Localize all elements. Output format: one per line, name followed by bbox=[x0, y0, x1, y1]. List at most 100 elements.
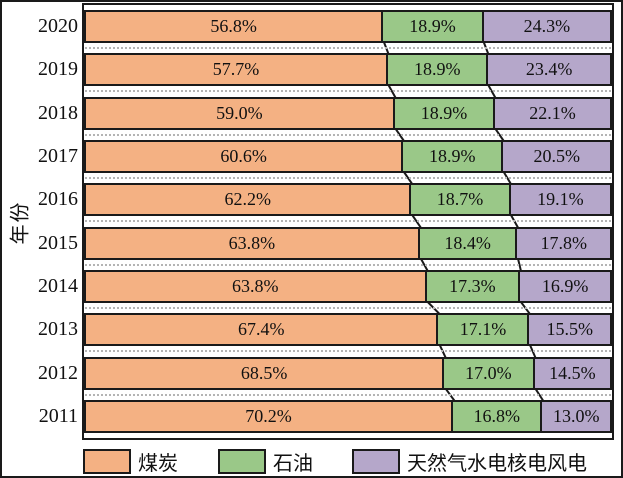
y-tick-label-2013: 2013 bbox=[38, 318, 78, 341]
segment-value-label: 18.9% bbox=[413, 59, 461, 80]
bar-segment-2011-1: 70.2% bbox=[86, 402, 454, 431]
bar-row-2011: 70.2% 16.8% 13.0% bbox=[84, 400, 612, 433]
bar-row-2013: 67.4% 17.1% 15.5% bbox=[84, 313, 612, 347]
segment-value-label: 17.1% bbox=[459, 319, 507, 340]
bar-segment-2013-3: 15.5% bbox=[529, 315, 610, 345]
bar-segment-2019-2: 18.9% bbox=[388, 55, 489, 85]
segment-value-label: 23.4% bbox=[525, 59, 573, 80]
bar-segment-2017-2: 18.9% bbox=[403, 142, 504, 171]
legend-label-coal: 煤炭 bbox=[138, 452, 178, 475]
bar-row-2020: 56.8% 18.9% 24.3% bbox=[84, 10, 612, 43]
segment-value-label: 22.1% bbox=[529, 102, 576, 123]
y-tick-label-2016: 2016 bbox=[38, 188, 78, 211]
segment-value-label: 18.9% bbox=[409, 16, 456, 36]
bar-segment-2018-1: 59.0% bbox=[86, 98, 395, 128]
bar-segment-2015-2: 18.4% bbox=[419, 228, 518, 258]
segment-value-label: 14.5% bbox=[549, 362, 596, 383]
bar-segment-2016-1: 62.2% bbox=[86, 185, 412, 215]
row-separator-dotted-line bbox=[85, 177, 611, 179]
bar-segment-2013-1: 67.4% bbox=[86, 315, 439, 345]
segment-value-label: 17.3% bbox=[449, 276, 496, 296]
bar-segment-2012-3: 14.5% bbox=[534, 358, 611, 388]
bar-segment-2013-2: 17.1% bbox=[438, 315, 530, 345]
bar-segment-2014-1: 63.8% bbox=[86, 272, 427, 301]
bar-segment-2019-1: 57.7% bbox=[86, 55, 389, 85]
segment-value-label: 62.2% bbox=[224, 189, 271, 210]
segment-value-label: 19.1% bbox=[537, 189, 584, 210]
segment-value-label: 60.6% bbox=[220, 146, 267, 166]
bar-row-2016: 62.2% 18.7% 19.1% bbox=[84, 183, 612, 217]
segment-value-label: 70.2% bbox=[245, 406, 292, 426]
bar-row-2017: 60.6% 18.9% 20.5% bbox=[84, 140, 612, 173]
segment-value-label: 17.8% bbox=[540, 232, 587, 253]
bar-segment-2019-3: 23.4% bbox=[488, 55, 611, 85]
legend-swatch-coal bbox=[83, 448, 131, 474]
y-tick-label-2012: 2012 bbox=[38, 361, 78, 384]
bar-row-2019: 57.7% 18.9% 23.4% bbox=[84, 53, 612, 87]
row-separator-dotted-line bbox=[85, 307, 611, 309]
row-separator-dotted-line bbox=[85, 133, 611, 136]
legend-item-oil: 石油 bbox=[218, 446, 313, 476]
segment-value-label: 18.9% bbox=[420, 102, 468, 123]
bar-segment-2015-1: 63.8% bbox=[86, 228, 420, 258]
legend-label-gas-hydro-nuclear-wind: 天然气水电核电风电 bbox=[407, 452, 587, 475]
legend-swatch-oil bbox=[218, 448, 266, 474]
bar-segment-2018-2: 18.9% bbox=[394, 98, 496, 128]
row-separator-dotted-line bbox=[85, 263, 611, 266]
bar-segment-2014-2: 17.3% bbox=[426, 272, 521, 301]
y-tick-label-2019: 2019 bbox=[38, 58, 78, 81]
legend-swatch-gas-hydro-nuclear-wind bbox=[352, 448, 400, 474]
row-separator-dotted-line bbox=[85, 350, 611, 353]
bar-segment-2012-2: 17.0% bbox=[444, 358, 535, 388]
segment-value-label: 18.7% bbox=[436, 189, 484, 210]
bar-segment-2016-3: 19.1% bbox=[510, 185, 610, 215]
segment-value-label: 68.5% bbox=[240, 362, 288, 383]
segment-value-label: 20.5% bbox=[533, 146, 580, 166]
bar-segment-2016-2: 18.7% bbox=[411, 185, 511, 215]
bar-segment-2015-3: 17.8% bbox=[517, 228, 611, 258]
legend: 煤炭 石油 天然气水电核电风电 bbox=[2, 446, 621, 476]
segment-value-label: 17.0% bbox=[465, 362, 512, 383]
segment-value-label: 18.4% bbox=[444, 232, 491, 253]
legend-item-gas-hydro-nuclear-wind: 天然气水电核电风电 bbox=[352, 446, 587, 476]
legend-label-oil: 石油 bbox=[273, 452, 313, 475]
segment-value-label: 57.7% bbox=[212, 59, 260, 80]
bar-row-2015: 63.8% 18.4% 17.8% bbox=[84, 226, 612, 260]
bar-segment-2020-3: 24.3% bbox=[483, 12, 610, 41]
y-tick-label-2018: 2018 bbox=[38, 101, 78, 124]
bar-segment-2011-2: 16.8% bbox=[453, 402, 543, 431]
segment-value-label: 16.8% bbox=[473, 406, 520, 426]
plot-area: 56.8% 18.9% 24.3% 57.7% 18.9% 23.4% 59.0% 18.9%… bbox=[82, 3, 614, 440]
segment-value-label: 18.9% bbox=[429, 146, 476, 166]
bar-segment-2020-2: 18.9% bbox=[383, 12, 484, 41]
bar-segment-2018-3: 22.1% bbox=[495, 98, 610, 128]
y-tick-label-2017: 2017 bbox=[38, 145, 78, 167]
bar-row-2018: 59.0% 18.9% 22.1% bbox=[84, 96, 612, 130]
row-separator-dotted-line bbox=[85, 90, 611, 93]
segment-value-label: 67.4% bbox=[237, 319, 285, 340]
y-tick-label-2015: 2015 bbox=[38, 231, 78, 254]
legend-item-coal: 煤炭 bbox=[83, 446, 178, 476]
bar-row-2012: 68.5% 17.0% 14.5% bbox=[84, 356, 612, 390]
y-tick-label-2014: 2014 bbox=[38, 275, 78, 297]
segment-value-label: 16.9% bbox=[541, 276, 589, 296]
segment-value-label: 15.5% bbox=[546, 319, 593, 340]
segment-value-label: 24.3% bbox=[523, 16, 571, 36]
bar-segment-2017-3: 20.5% bbox=[503, 142, 610, 171]
segment-value-label: 13.0% bbox=[552, 406, 600, 426]
bar-segment-2014-3: 16.9% bbox=[520, 272, 610, 301]
segment-value-label: 59.0% bbox=[216, 102, 263, 123]
bar-segment-2012-1: 68.5% bbox=[86, 358, 445, 388]
segment-value-label: 56.8% bbox=[210, 16, 257, 36]
bar-row-2014: 63.8% 17.3% 16.9% bbox=[84, 270, 612, 303]
bar-segment-2017-1: 60.6% bbox=[86, 142, 404, 171]
row-separator-dotted-line bbox=[85, 393, 611, 396]
y-tick-label-2020: 2020 bbox=[38, 15, 78, 37]
segment-value-label: 63.8% bbox=[232, 276, 279, 296]
bar-segment-2011-3: 13.0% bbox=[542, 402, 610, 431]
row-separator-dotted-line bbox=[85, 47, 611, 49]
bar-segment-2020-1: 56.8% bbox=[86, 12, 384, 41]
row-separator-dotted-line bbox=[85, 220, 611, 223]
segment-value-label: 63.8% bbox=[228, 232, 276, 253]
